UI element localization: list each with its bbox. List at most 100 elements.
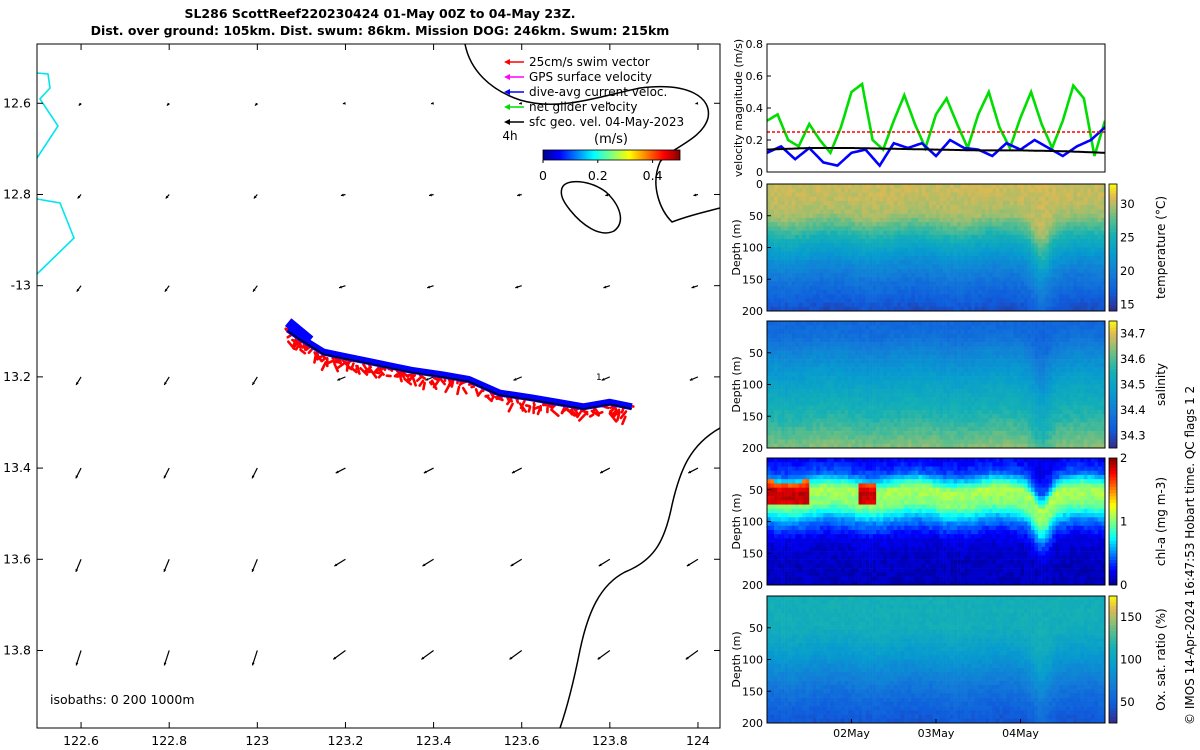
heatmap-cell: [936, 363, 940, 368]
heatmap-cell: [960, 196, 965, 202]
heatmap-cell: [928, 350, 933, 356]
heatmap-cell: [840, 426, 845, 432]
heatmap-cell: [1097, 247, 1102, 253]
heatmap-cell: [974, 302, 979, 308]
heatmap-cell: [862, 184, 866, 189]
geo-velocity-arrowhead: [421, 656, 425, 660]
heatmap-cell: [897, 281, 902, 286]
heatmap-cell: [886, 306, 891, 312]
geo-velocity-arrowhead: [78, 102, 82, 106]
heatmap-cell: [767, 251, 771, 257]
heatmap-cell: [978, 289, 983, 295]
heatmap-cell: [805, 251, 810, 257]
heatmap-cell: [798, 298, 803, 303]
heatmap-cell: [1101, 251, 1106, 257]
heatmap-cell: [904, 268, 909, 274]
heatmap-cell: [971, 217, 976, 223]
heatmap-cell: [777, 264, 782, 269]
heatmap-cell: [1069, 277, 1074, 282]
heatmap-cell: [855, 268, 859, 274]
heatmap-cell: [953, 302, 958, 308]
heatmap-cell: [788, 251, 792, 257]
heatmap-cell: [784, 255, 789, 261]
heatmap-cell: [876, 354, 880, 360]
heatmap-cell: [925, 435, 930, 440]
heatmap-cell: [858, 422, 863, 428]
heatmap-cell: [995, 268, 1000, 274]
heatmap-cell: [1024, 306, 1028, 312]
heatmap-cell: [788, 272, 792, 278]
heatmap-cell: [1009, 260, 1014, 265]
heatmap-cell: [830, 439, 835, 445]
heatmap-cell: [928, 354, 933, 360]
heatmap-cell: [925, 325, 930, 330]
heatmap-cell: [964, 260, 968, 265]
heatmap-cell: [862, 439, 866, 445]
heatmap-cell: [953, 333, 958, 339]
heatmap-cell: [995, 289, 1000, 295]
heatmap-cell: [1009, 298, 1014, 303]
heatmap-cell: [925, 289, 930, 295]
heatmap-cell: [837, 371, 842, 377]
heatmap-cell: [770, 268, 775, 274]
heatmap-cell: [869, 188, 873, 193]
heatmap-cell: [914, 184, 919, 189]
heatmap-cell: [893, 196, 898, 202]
heatmap-cell: [795, 251, 799, 257]
heatmap-cell: [1006, 264, 1011, 269]
heatmap-cell: [788, 363, 792, 368]
heatmap-cell: [826, 380, 831, 385]
heatmap-cell: [1038, 243, 1042, 248]
heatmap-cell: [1066, 281, 1071, 286]
heatmap-cell: [767, 234, 771, 240]
heatmap-cell: [1055, 260, 1060, 265]
heatmap-cell: [788, 321, 792, 326]
heatmap-cell: [1087, 239, 1092, 244]
colorbar-segment: [1109, 196, 1117, 201]
heatmap-cell: [992, 260, 997, 265]
heatmap-cell: [809, 439, 814, 445]
geo-velocity-arrowhead: [695, 101, 699, 105]
heatmap-cell: [784, 435, 789, 440]
heatmap-cell: [967, 205, 972, 210]
heatmap-cell: [788, 350, 792, 356]
heatmap-cell: [907, 251, 912, 257]
heatmap-cell: [967, 239, 972, 244]
heatmap-cell: [1062, 298, 1067, 303]
heatmap-cell: [1052, 289, 1057, 295]
heatmap-cell: [798, 289, 803, 295]
heatmap-cell: [936, 435, 940, 440]
heatmap-cell: [1034, 306, 1039, 312]
heatmap-cell: [1048, 205, 1053, 210]
heatmap-cell: [781, 277, 785, 282]
heatmap-cell: [1087, 247, 1092, 253]
heatmap-cell: [830, 431, 835, 436]
heatmap-cell: [784, 414, 789, 419]
heatmap-cell: [1080, 222, 1085, 227]
heatmap-cell: [883, 422, 888, 428]
heatmap-cell: [914, 405, 919, 411]
heatmap-cell: [837, 294, 842, 299]
geo-velocity-arrowhead: [600, 470, 604, 474]
heatmap-cell: [1087, 222, 1092, 227]
dive-avg-current-band: [286, 326, 633, 411]
heatmap-cell: [914, 359, 919, 364]
heatmap-cell: [833, 298, 838, 303]
heatmap-cell: [795, 200, 799, 206]
heatmap-cell: [855, 285, 859, 291]
heatmap-cell: [770, 388, 775, 394]
heatmap-cell: [921, 359, 926, 364]
heatmap-cell: [981, 209, 986, 214]
heatmap-cell: [992, 302, 997, 308]
heatmap-cell: [865, 226, 870, 231]
heatmap-cell: [1097, 298, 1102, 303]
heatmap-cell: [823, 285, 828, 291]
heatmap-cell: [1090, 234, 1095, 240]
heatmap-cell: [802, 363, 807, 368]
heatmap-cell: [823, 329, 828, 334]
heatmap-cell: [1002, 226, 1007, 231]
heatmap-cell: [1059, 243, 1064, 248]
heatmap-cell: [840, 251, 845, 257]
heatmap-cell: [995, 285, 1000, 291]
